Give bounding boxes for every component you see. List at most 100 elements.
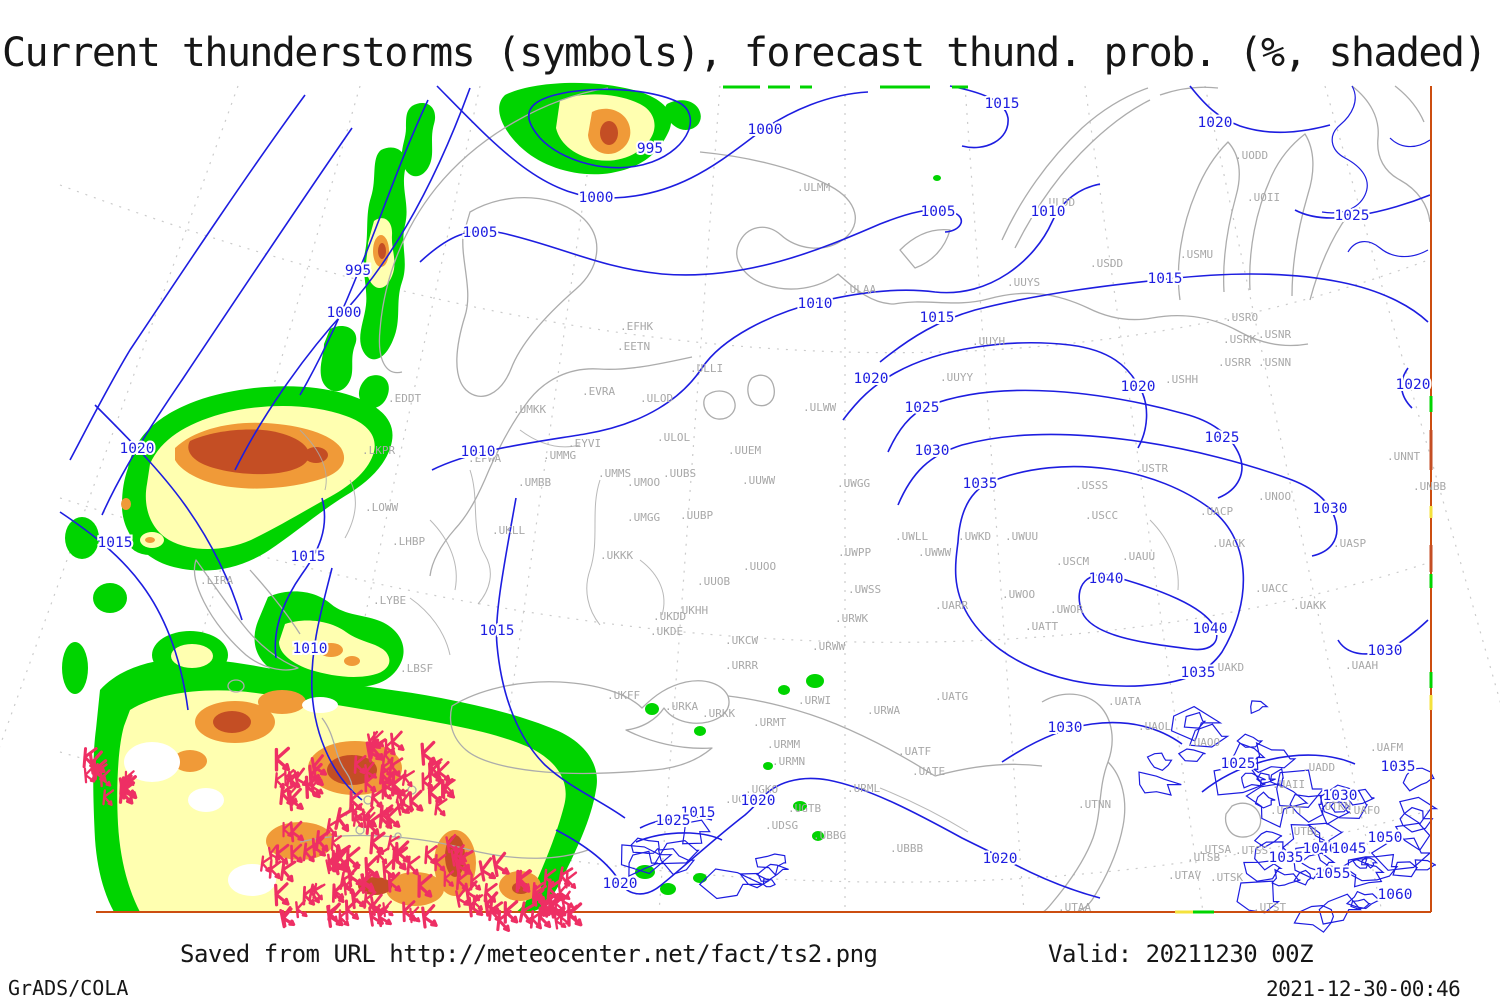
thunderstorm-icon (469, 872, 482, 891)
thunderstorm-icon (327, 904, 339, 922)
thunderstorm-icon (274, 772, 287, 790)
terrain-contour-scribble (1170, 705, 1223, 742)
thunderstorm-icon (267, 844, 281, 862)
station-code-label: .UUOB (697, 575, 730, 588)
station-code-label: .USHH (1165, 373, 1198, 386)
station-code-label: .UTAV (1168, 869, 1201, 882)
thunderstorm-icon (314, 829, 331, 852)
thunderstorm-icon (445, 833, 459, 854)
isobar-label: 1025 (1335, 208, 1370, 224)
station-code-label: .UNNT (1387, 450, 1420, 463)
parallel-line (59, 751, 1432, 883)
station-code-label: .USTR (1135, 462, 1168, 475)
station-code-label: .LYBE (373, 594, 406, 607)
thunderstorm-icon (565, 871, 578, 889)
isobar-label: 1015 (681, 805, 716, 821)
thunderstorm-icon (353, 754, 367, 775)
station-code-label: .UTNN (1078, 798, 1111, 811)
terrain-contour-scribble (1341, 858, 1385, 888)
thunderstorm-icon (373, 730, 385, 748)
station-code-label: .UACK (1212, 537, 1245, 550)
page-title: Current thunderstorms (symbols), forecas… (2, 30, 1487, 76)
thunderstorm-icon (99, 769, 112, 788)
isobar-label: 1025 (1221, 756, 1256, 772)
terrain-contour-scribble (682, 819, 711, 845)
station-code-label: .UOII (1247, 191, 1280, 204)
station-code-label: .UATG (935, 690, 968, 703)
station-code-label: .UADD (1302, 761, 1335, 774)
terrain-contour-scribble (1240, 772, 1266, 789)
thunderstorm-icon (444, 778, 456, 795)
terrain-contour-scribble (1347, 853, 1399, 882)
thunderstorm-icon (339, 871, 355, 892)
station-code-label: .LIRA (200, 574, 233, 587)
valid-time-text: Valid: 20211230 00Z (1048, 940, 1314, 968)
station-code-label: .UASP (1333, 537, 1366, 550)
thunderstorm-icon (401, 769, 415, 788)
terrain-contour-scribble (1183, 711, 1207, 729)
station-code-label: .UATT (1025, 620, 1058, 633)
isobar-label: 1015 (480, 623, 515, 639)
station-code-label: .UWKD (958, 530, 991, 543)
isobar-label: 1010 (1031, 204, 1066, 220)
thunderstorm-icon (382, 746, 396, 764)
isobar-label: 1010 (461, 444, 496, 460)
thunderstorm-icon (537, 906, 553, 929)
thunderstorm-icon (450, 846, 465, 867)
terrain-contour-scribble (1414, 859, 1437, 871)
thunderstorm-icon (83, 766, 96, 784)
terrain-contour-scribble (1271, 868, 1301, 887)
terrain-contour-scribble (1398, 796, 1439, 825)
station-code-label: .ULDD (1042, 196, 1075, 209)
terrain-contour-scribble (1318, 893, 1362, 925)
thunderstorm-icon (275, 843, 290, 865)
thunderstorm-icon (472, 894, 484, 911)
thunderstorm-icon (338, 908, 350, 927)
thunderstorm-icon (274, 746, 291, 772)
thunderstorm-icon (478, 857, 497, 882)
thunderstorm-icon (488, 901, 504, 922)
station-code-label: .USSS (1075, 479, 1108, 492)
station-code-label: .UKCW (725, 634, 758, 647)
thunderstorm-icon (417, 873, 433, 898)
station-code-label: .UKLL (492, 524, 525, 537)
station-code-label: .UAKD (1211, 661, 1244, 674)
isobar-label: 1015 (98, 535, 133, 551)
isobar-label: 1020 (741, 793, 776, 809)
station-code-label: .UAAH (1345, 659, 1378, 672)
thunderstorm-icon (560, 890, 574, 910)
station-code-label: .LKPR (362, 444, 395, 457)
thunderstorm-icon (553, 911, 567, 930)
station-code-label: .EYVI (568, 437, 601, 450)
station-code-label: .UUBS (663, 467, 696, 480)
isobar-label: 1020 (120, 441, 155, 457)
thunderstorm-icon (331, 848, 346, 872)
thunderstorm-icon (518, 901, 537, 925)
isobar-labels-layer: 1015 1020 1000 995 1000 1005 1010 1025 1005 995 10… (96, 94, 1433, 905)
station-code-label: .URWA (867, 704, 900, 717)
station-code-label: .URKA (665, 700, 698, 713)
terrain-contour-scribble (1250, 700, 1269, 715)
isobar-label: 1045 (1332, 841, 1367, 857)
terrain-contour-scribble (1370, 837, 1432, 871)
station-code-label: .URWK (835, 612, 868, 625)
station-code-label: .UUEM (728, 444, 761, 457)
thunderstorm-icon (310, 754, 328, 778)
station-code-label: .UUYS (1007, 276, 1040, 289)
station-code-label: .USMU (1180, 248, 1213, 261)
meridian-line (1084, 85, 1204, 913)
thunderstorm-icon (302, 842, 317, 863)
meridian-line (964, 85, 1025, 913)
station-code-label: .UNOO (1258, 490, 1291, 503)
terrain-contour-scribble (755, 863, 789, 881)
isobar-label: 995 (637, 141, 663, 157)
terrain-contour-scribble (1319, 784, 1369, 820)
station-code-label: .URMT (753, 716, 786, 729)
terrain-contour-scribble (1246, 742, 1297, 774)
station-code-label: .UMMG (543, 449, 576, 462)
thunderstorm-icon (308, 883, 324, 904)
thunderstorm-icon (349, 789, 363, 811)
thunderstorm-icon (370, 893, 386, 917)
isobar-label: 1020 (1198, 115, 1233, 131)
